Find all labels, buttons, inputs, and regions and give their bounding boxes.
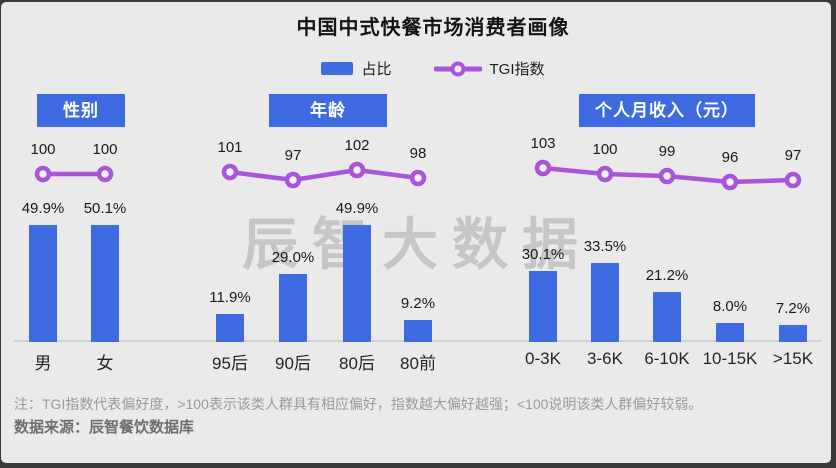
bar-value-label: 49.9% [335, 199, 379, 217]
bar-income-2 [653, 292, 681, 342]
category-label: 6-10K [644, 349, 690, 368]
watermark-text: 辰智大数据 [242, 213, 592, 276]
tgi-value-label: 103 [530, 135, 556, 152]
category-label: 80后 [339, 354, 375, 373]
bar-age-0 [216, 314, 244, 342]
bar-age-2 [343, 224, 371, 342]
tgi-value-label: 102 [344, 137, 370, 154]
legend-item-tgi: TGI指数 [433, 58, 545, 79]
bar-age-3 [404, 320, 432, 342]
bar-value-label: 11.9% [209, 289, 251, 307]
bar-value-label: 7.2% [775, 300, 811, 318]
category-label: 男 [34, 354, 52, 373]
bar-value-label: 33.5% [583, 238, 627, 256]
bar-value-label: 50.1% [83, 199, 127, 217]
legend-tgi-label: TGI指数 [489, 61, 545, 78]
legend-item-share: 占比 [321, 58, 392, 79]
bar-income-3 [716, 323, 744, 342]
tgi-value-label: 100 [592, 141, 618, 158]
category-label: 95后 [212, 354, 248, 373]
tgi-line-icon [433, 61, 482, 76]
bar-swatch-icon [321, 62, 354, 75]
tgi-value-label: 99 [658, 143, 676, 160]
category-label: 女 [96, 354, 114, 373]
tgi-value-label: 97 [284, 147, 302, 164]
tgi-value-label: 98 [409, 145, 427, 162]
section-header-income: 个人月收入（元） [579, 94, 755, 127]
legend-share-label: 占比 [361, 61, 392, 78]
bar-value-label: 29.0% [271, 248, 315, 266]
bar-income-4 [779, 325, 807, 342]
tgi-value-label: 100 [92, 141, 118, 158]
bar-value-label: 30.1% [521, 246, 565, 264]
bar-age-1 [279, 273, 307, 342]
bar-value-label: 8.0% [712, 298, 748, 316]
category-label: 80前 [400, 354, 436, 373]
section-header-gender: 性别 [37, 94, 125, 127]
data-source: 数据来源：辰智餐饮数据库 [14, 419, 195, 436]
tgi-value-label: 96 [721, 149, 739, 166]
category-label: 3-6K [587, 349, 623, 368]
category-label: >15K [772, 349, 814, 368]
tgi-footnote: 注：TGI指数代表偏好度，>100表示该类人群具有相应偏好，指数越大偏好越强；<… [14, 396, 703, 412]
category-label: 0-3K [525, 349, 561, 368]
category-label: 10-15K [702, 349, 758, 368]
legend: 占比 TGI指数 [0, 58, 836, 79]
bar-gender-0 [29, 224, 57, 342]
tgi-value-label: 97 [784, 147, 802, 164]
chart-card-background [1, 2, 831, 463]
bar-value-label: 9.2% [400, 295, 436, 313]
tgi-value-label: 100 [30, 141, 56, 158]
tgi-value-label: 101 [217, 139, 243, 156]
bar-gender-1 [91, 224, 119, 342]
category-label: 90后 [275, 354, 311, 373]
bar-income-0 [529, 271, 557, 342]
bar-income-1 [591, 263, 619, 342]
chart-title: 中国中式快餐市场消费者画像 [296, 17, 570, 39]
bar-value-label: 49.9% [21, 199, 65, 217]
section-header-age: 年龄 [269, 94, 387, 127]
bar-value-label: 21.2% [645, 267, 689, 285]
